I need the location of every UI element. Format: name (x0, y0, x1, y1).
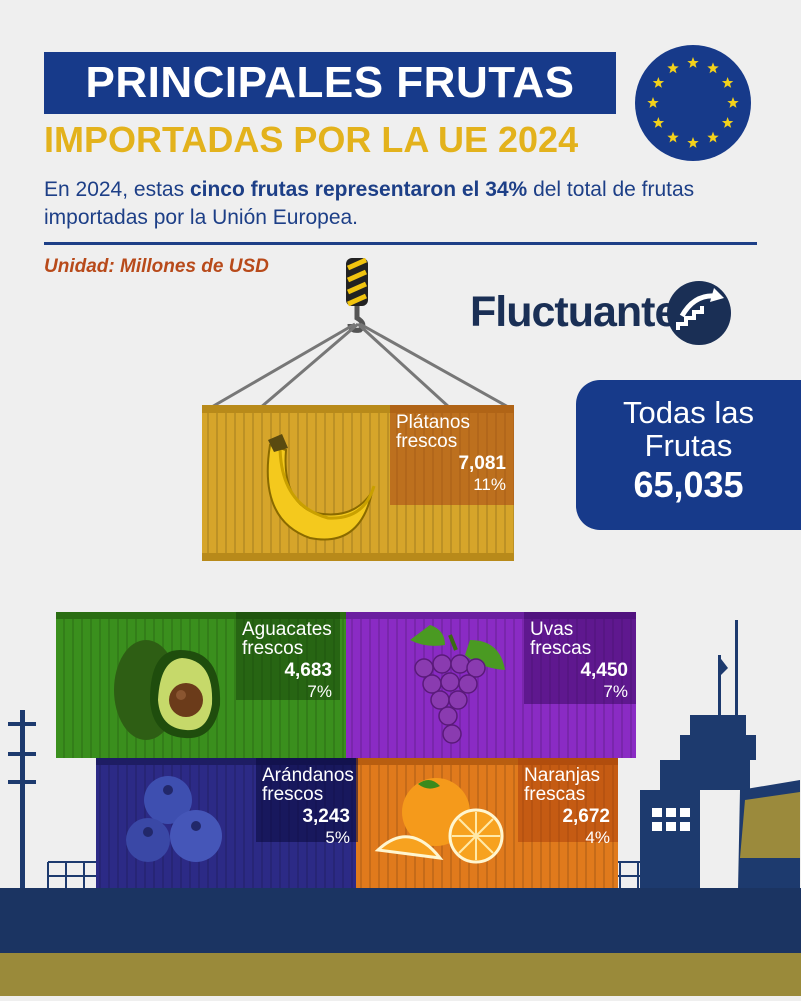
data-label-value-naranjas: 2,672 (562, 806, 610, 827)
label-panel-uvas: Uvas frescas 4,450 7% (524, 612, 636, 704)
data-label-share-arandanos: 5% (325, 828, 350, 847)
series-name2-platanos: frescos (396, 431, 458, 452)
label-panel-arandanos: Arándanos frescos 3,243 5% (256, 758, 358, 847)
eu-star-icon (727, 97, 739, 108)
desc-bold-2: 34% (485, 178, 528, 201)
oranges-icon (374, 778, 504, 864)
series-name2-aguacates: frescos (242, 638, 304, 659)
series-name2-naranjas: frescas (524, 784, 586, 805)
eu-flag-icon (635, 45, 751, 161)
total-label-line1: Todas las (623, 395, 754, 430)
series-name-naranjas: Naranjas (524, 765, 601, 786)
data-label-value-aguacates: 4,683 (284, 660, 332, 681)
eu-star-icon (652, 77, 665, 88)
brand-name: Fluctuante (470, 288, 678, 336)
series-name-uvas: Uvas (530, 619, 574, 640)
label-panel-aguacates: Aguacates frescos 4,683 7% (236, 612, 340, 701)
label-panel-platanos: Plátanos frescos 7,081 11% (390, 405, 514, 505)
data-label-share-aguacates: 7% (307, 682, 332, 701)
avocado-icon (114, 640, 221, 740)
label-panel-naranjas: Naranjas frescas 2,672 4% (518, 758, 618, 847)
divider (44, 242, 757, 245)
eu-star-icon (667, 131, 679, 143)
series-name2-arandanos: frescos (262, 784, 324, 805)
eu-star-icon (707, 131, 719, 143)
series-name2-uvas: frescas (530, 638, 592, 659)
unit-label-value: Millones de USD (114, 256, 269, 277)
series-name-arandanos: Arándanos (262, 765, 354, 786)
desc-text-2: del total de frutas importadas por la Un… (44, 178, 695, 229)
data-label-share-uvas: 7% (603, 682, 628, 701)
eu-star-icon (667, 62, 679, 74)
data-label-value-platanos: 7,081 (458, 453, 506, 474)
unit-label: Unidad: Millones de USD (44, 256, 269, 278)
eu-star-icon (647, 97, 659, 108)
eu-star-icon (721, 117, 734, 128)
title-banner (44, 52, 616, 114)
page-title: PRINCIPALES FRUTAS (85, 58, 575, 107)
data-label-share-platanos: 11% (473, 475, 506, 494)
blueberries-icon (126, 776, 222, 862)
unit-label-key: Unidad: (44, 256, 115, 277)
series-name-platanos: Plátanos (396, 412, 470, 433)
eu-star-icon (687, 137, 699, 148)
desc-bold-1: cinco frutas representaron el (189, 178, 486, 201)
data-label-value-uvas: 4,450 (580, 660, 628, 681)
series-name-aguacates: Aguacates (242, 619, 332, 640)
eu-star-icon (687, 57, 699, 68)
eu-star-icon (721, 77, 734, 88)
fluctuante-logo-icon (667, 281, 731, 345)
page-subtitle: IMPORTADAS POR LA UE 2024 (44, 119, 579, 160)
eu-star-icon (652, 117, 665, 128)
total-card (576, 380, 801, 530)
description: En 2024, estas cinco frutas representaro… (44, 176, 760, 232)
desc-text-1: En 2024, estas (44, 178, 190, 201)
banana-icon (266, 434, 376, 541)
total-label: Todas las Frutas (576, 396, 801, 462)
crane-hook-icon (209, 258, 511, 410)
total-label-line2: Frutas (644, 428, 733, 463)
eu-star-icon (707, 62, 719, 74)
total-value: 65,035 (633, 464, 744, 505)
grapes-icon (410, 625, 505, 744)
data-label-share-naranjas: 4% (585, 828, 610, 847)
data-label-value-arandanos: 3,243 (302, 806, 350, 827)
